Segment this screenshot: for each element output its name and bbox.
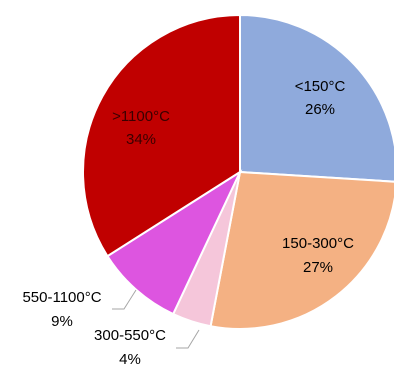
slice-percent-label: 4% xyxy=(119,351,141,368)
leader-line xyxy=(112,289,137,310)
slice-category-label: 550-1100°C xyxy=(22,289,101,306)
slice-category-label: <150°C xyxy=(295,78,346,95)
slice-category-label: >1100°C xyxy=(112,108,170,125)
slice-category-label: 150-300°C xyxy=(282,235,354,252)
leader-line xyxy=(176,329,200,349)
pie-slice xyxy=(209,170,394,330)
slice-percent-label: 27% xyxy=(303,259,333,276)
slice-category-label: 300-550°C xyxy=(94,327,166,344)
pie-slices xyxy=(82,13,394,330)
leader-lines xyxy=(112,289,200,349)
pie-slice xyxy=(106,169,243,316)
pie-slice xyxy=(239,13,394,183)
slice-percent-label: 9% xyxy=(51,313,73,330)
slice-percent-label: 26% xyxy=(305,101,335,118)
slice-labels: <150°C 26% 150-300°C 27% 300-550°C 4% 550-1100… xyxy=(22,78,354,368)
pie-slice xyxy=(82,13,241,258)
slice-percent-label: 34% xyxy=(126,131,156,148)
